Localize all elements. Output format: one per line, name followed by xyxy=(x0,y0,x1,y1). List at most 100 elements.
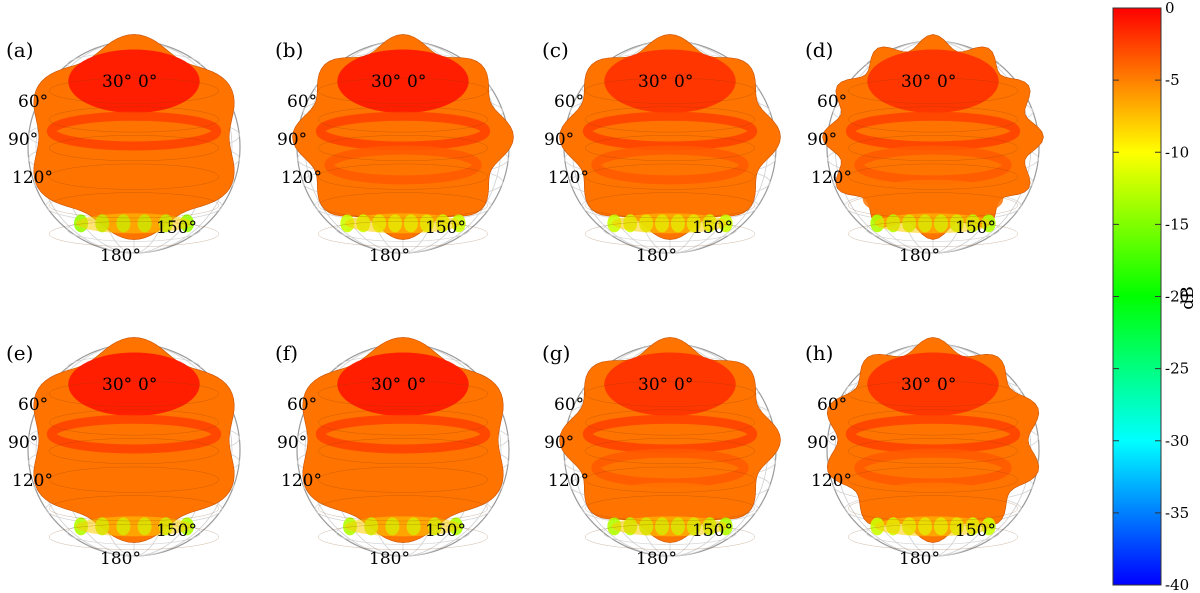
main-lobe xyxy=(867,49,999,114)
pattern-grid-line xyxy=(318,524,489,550)
angle-label: 30° xyxy=(638,375,668,395)
angle-label: 180° xyxy=(636,549,677,569)
pattern-grid-line xyxy=(585,106,756,133)
lower-lobe xyxy=(75,213,193,234)
pattern-grid-line xyxy=(318,380,489,407)
colorbar-tick-label: -10 xyxy=(1165,143,1189,161)
angle-label: 30° xyxy=(901,72,931,92)
pattern-grid-line xyxy=(848,106,1019,133)
panel-label: (a) xyxy=(6,38,34,62)
pattern-grid-line xyxy=(48,220,220,247)
angle-label: 90° xyxy=(807,130,837,150)
pattern-grid-line xyxy=(848,163,1019,190)
pattern-grid-line xyxy=(318,77,489,104)
angle-label: 0° xyxy=(407,375,426,395)
angle-label: 60° xyxy=(817,395,847,415)
angle-label: 180° xyxy=(369,549,410,569)
pattern-grid-line xyxy=(48,466,220,493)
angle-label: 120° xyxy=(281,471,322,491)
colorbar-tick-label: -5 xyxy=(1165,71,1180,89)
angle-label: 0° xyxy=(674,72,693,92)
pattern-grid-line xyxy=(585,192,756,219)
panel-label: (d) xyxy=(805,38,833,62)
angle-label: 180° xyxy=(100,549,141,569)
angle-label: 180° xyxy=(899,549,940,569)
lower-lobe xyxy=(611,213,729,234)
radiation-pattern-panel: (c) 30° 0° 60° 90° 120° 150° 180° xyxy=(542,34,781,266)
colorbar-tick-label: 0 xyxy=(1165,0,1175,17)
angle-label: 90° xyxy=(277,433,307,453)
pattern-grid-line xyxy=(848,438,1019,464)
colorbar: 0 -5 -10 -15 -20 -25 -30 -35 -40 dB xyxy=(1112,0,1198,593)
angle-label: 60° xyxy=(554,92,584,112)
angle-label: 120° xyxy=(811,168,852,188)
main-lobe xyxy=(68,49,200,114)
pattern-grid-line xyxy=(585,163,756,190)
pattern-grid-line xyxy=(48,192,220,219)
pattern-grid-line xyxy=(318,135,489,161)
radiation-pattern-panel: (e) 30° 0° 60° 90° 120° 150° 180° xyxy=(6,337,241,569)
panel-label: (e) xyxy=(6,341,33,365)
angle-label: 120° xyxy=(12,168,53,188)
radiation-pattern-panel: (b) 30° 0° 60° 90° 120° 150° 180° xyxy=(275,34,514,266)
pattern-grid-line xyxy=(48,438,220,464)
angle-label: 30° xyxy=(371,72,401,92)
pattern-grid-line xyxy=(848,466,1019,493)
angle-label: 150° xyxy=(156,218,197,238)
lower-lobe xyxy=(611,516,729,537)
pattern-grid-line xyxy=(48,495,220,522)
pattern-grid-line xyxy=(585,220,756,247)
angle-label: 0° xyxy=(407,72,426,92)
main-lobe xyxy=(604,352,736,417)
angle-label: 150° xyxy=(156,521,197,541)
pattern-grid-line xyxy=(848,524,1019,550)
angle-label: 90° xyxy=(8,433,38,453)
side-lobe-ring xyxy=(324,145,482,185)
pattern-grid-line xyxy=(585,135,756,161)
colorbar-title: dB xyxy=(1178,286,1198,309)
pattern-grid-line xyxy=(585,380,756,407)
angle-label: 60° xyxy=(287,395,317,415)
angle-label: 180° xyxy=(899,246,940,266)
lower-lobe xyxy=(874,516,992,537)
angle-label: 150° xyxy=(692,218,733,238)
angle-label: 120° xyxy=(548,168,589,188)
pattern-grid-line xyxy=(585,466,756,493)
angle-label: 30° xyxy=(102,375,132,395)
pattern-grid-line xyxy=(48,380,220,407)
lower-lobe xyxy=(344,516,462,537)
angle-label: 120° xyxy=(12,471,53,491)
angle-label: 0° xyxy=(138,72,157,92)
angle-label: 0° xyxy=(674,375,693,395)
angle-label: 30° xyxy=(638,72,668,92)
pattern-grid-line xyxy=(848,495,1019,522)
pattern-grid-line xyxy=(585,77,756,104)
angle-label: 150° xyxy=(425,521,466,541)
angle-label: 120° xyxy=(281,168,322,188)
radiation-pattern-panel: (g) 30° 0° 60° 90° 120° 150° 180° xyxy=(542,337,781,569)
angle-label: 60° xyxy=(554,395,584,415)
pattern-grid-line xyxy=(318,409,489,436)
radiation-pattern-panel: (a) 30° 0° 60° 90° 120° 150° 180° xyxy=(6,34,241,266)
pattern-grid-line xyxy=(318,192,489,219)
angle-label: 0° xyxy=(937,375,956,395)
side-lobe-ring xyxy=(46,414,222,454)
angle-label: 150° xyxy=(955,521,996,541)
pattern-grid-line xyxy=(318,466,489,493)
panel-label: (c) xyxy=(542,38,569,62)
panel-label: (g) xyxy=(542,341,570,365)
panel-label: (f) xyxy=(275,341,298,365)
angle-label: 180° xyxy=(636,246,677,266)
lower-lobe xyxy=(75,516,193,537)
angle-label: 30° xyxy=(102,72,132,92)
colorbar-tick-label: -25 xyxy=(1165,360,1189,378)
pattern-grid-line xyxy=(48,77,220,104)
colorbar-tick-label: -35 xyxy=(1165,504,1189,522)
main-lobe xyxy=(68,352,200,417)
side-lobe-ring xyxy=(591,145,749,185)
radiation-pattern-panel: (d) 30° 0° 60° 90° 120° 150° 180° xyxy=(805,34,1044,266)
angle-label: 60° xyxy=(18,92,48,112)
angle-label: 120° xyxy=(548,471,589,491)
angle-label: 150° xyxy=(425,218,466,238)
colorbar-gradient xyxy=(1112,7,1162,586)
